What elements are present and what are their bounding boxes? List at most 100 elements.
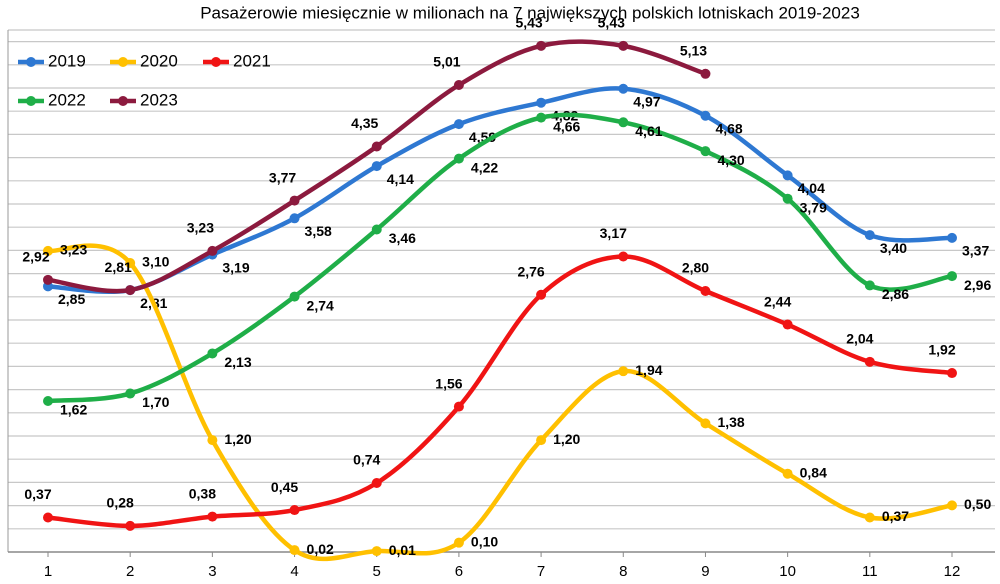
data-label: 0,84 (800, 464, 827, 480)
marker (125, 258, 136, 269)
data-label: 1,38 (717, 414, 744, 430)
data-label: 3,19 (222, 259, 249, 275)
marker (371, 224, 382, 235)
data-label: 3,58 (305, 223, 332, 239)
marker (125, 285, 136, 296)
marker (371, 546, 382, 557)
marker (618, 83, 629, 94)
marker (947, 500, 957, 511)
x-tick-label: 12 (944, 563, 961, 580)
data-label: 1,56 (435, 375, 462, 391)
data-label: 1,94 (635, 362, 662, 378)
data-label: 4,04 (798, 180, 825, 196)
legend-label: 2019 (48, 51, 86, 70)
marker (700, 418, 711, 429)
data-label: 2,80 (682, 260, 709, 276)
marker (618, 40, 629, 51)
marker (536, 289, 547, 300)
data-label: 3,10 (142, 254, 169, 270)
data-label: 3,23 (187, 220, 214, 236)
data-label: 3,37 (962, 243, 989, 259)
x-tick-label: 8 (619, 563, 627, 580)
data-label: 1,92 (928, 342, 955, 358)
data-label: 2,92 (22, 249, 49, 265)
data-label: 1,62 (60, 402, 87, 418)
data-label: 4,97 (633, 93, 660, 109)
x-tick-label: 5 (373, 563, 381, 580)
marker (371, 478, 382, 489)
marker (453, 153, 464, 164)
marker (289, 213, 300, 224)
legend-label: 2020 (140, 51, 178, 70)
x-tick-label: 7 (537, 563, 545, 580)
data-label: 3,79 (800, 199, 827, 215)
marker (207, 348, 218, 359)
data-label: 4,66 (553, 118, 580, 134)
data-label: 0,01 (389, 542, 416, 558)
x-tick-label: 10 (779, 563, 796, 580)
x-tick-label: 9 (701, 563, 709, 580)
data-label: 1,20 (224, 431, 251, 447)
marker (947, 232, 957, 243)
data-label: 5,01 (433, 54, 460, 70)
legend-marker (26, 96, 36, 106)
marker (536, 40, 547, 51)
marker (618, 366, 629, 377)
legend-marker (118, 96, 128, 106)
data-label: 0,45 (271, 479, 298, 495)
data-label: 2,74 (307, 297, 334, 313)
marker (453, 401, 464, 412)
x-tick-label: 1 (44, 563, 52, 580)
marker (125, 520, 136, 531)
marker (371, 141, 382, 152)
marker (536, 435, 547, 446)
marker (864, 512, 875, 523)
data-label: 5,43 (598, 15, 625, 31)
marker (289, 291, 300, 302)
marker (536, 97, 547, 108)
series: 1,62 1,70 2,13 2,74 3,46 4,22 4,66 4,61 4,30 3,79… (43, 112, 991, 418)
data-label: 5,43 (515, 15, 542, 31)
data-label: 2,96 (964, 277, 991, 293)
series: 3,23 3,10 1,20 0,02 0,01 0,10 1,20 1,94 1,38 0,84… (43, 242, 991, 562)
legend-marker (211, 57, 221, 67)
data-label: 4,14 (387, 171, 414, 187)
data-label: 2,86 (882, 286, 909, 302)
data-label: 2,04 (846, 331, 873, 347)
series-line (45, 86, 955, 295)
marker (864, 230, 875, 241)
legend-marker (26, 57, 36, 67)
marker (782, 319, 793, 330)
series: 0,37 0,28 0,38 0,45 0,74 1,56 2,76 3,17 2,80 2,44… (24, 225, 957, 531)
series: 2,85 2,813,193,584,144,594,824,974,684,04… (43, 83, 989, 311)
marker (782, 193, 793, 204)
marker (453, 537, 464, 548)
marker (289, 505, 300, 516)
marker (700, 110, 711, 121)
marker (207, 511, 218, 522)
marker (43, 245, 53, 256)
marker (536, 112, 547, 123)
marker (453, 119, 464, 130)
x-tick-label: 2 (126, 563, 134, 580)
data-label: 3,40 (880, 240, 907, 256)
data-label: 3,77 (269, 169, 296, 185)
legend-label: 2022 (48, 90, 86, 109)
data-label: 1,20 (553, 431, 580, 447)
legend-label: 2023 (140, 90, 178, 109)
chart-title: Pasażerowie miesięcznie w milionach na 7… (200, 3, 860, 22)
marker (453, 79, 464, 90)
data-label: 2,85 (58, 291, 85, 307)
data-label: 0,74 (353, 452, 380, 468)
series-line (45, 243, 955, 562)
marker (782, 468, 793, 479)
marker (43, 274, 53, 285)
data-label: 2,13 (224, 354, 251, 370)
data-label: 3,23 (60, 242, 87, 258)
data-label: 0,37 (24, 486, 51, 502)
data-label: 0,37 (882, 508, 909, 524)
data-label: 0,28 (107, 495, 134, 511)
data-label: 0,50 (964, 496, 991, 512)
